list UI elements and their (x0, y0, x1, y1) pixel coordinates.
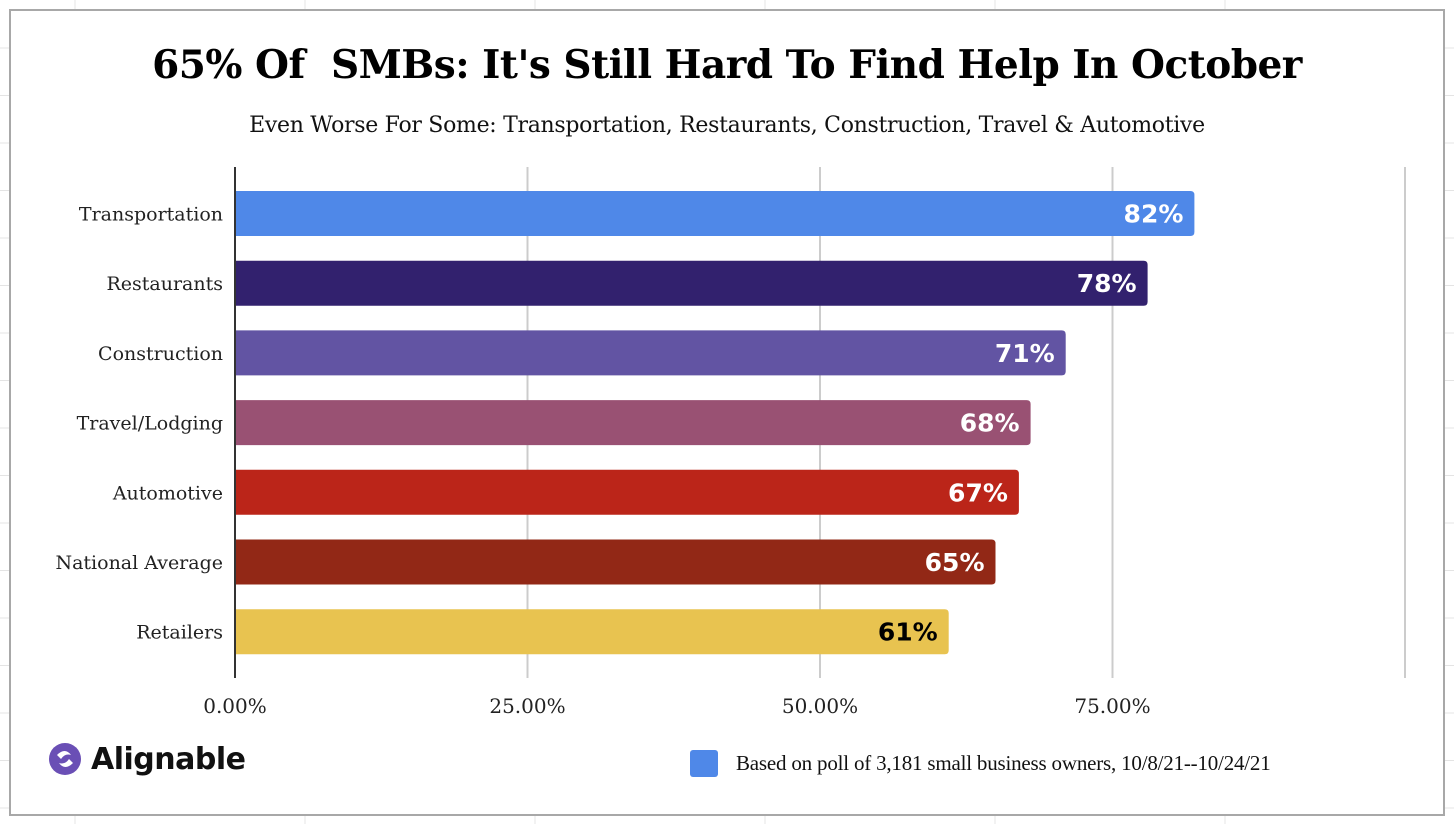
category-label: Travel/Lodging (77, 413, 223, 435)
category-label: Construction (98, 343, 223, 365)
category-label: Retailers (136, 622, 223, 644)
bar (235, 191, 1195, 236)
category-label: Transportation (79, 204, 223, 226)
data-label: 61% (878, 618, 938, 647)
legend-swatch (690, 750, 718, 777)
x-tick-label: 50.00% (782, 694, 858, 718)
category-labels: Transportation Restaurants Construction Tra… (55, 204, 223, 644)
data-label: 67% (948, 478, 1008, 507)
bar (235, 469, 1019, 515)
bar (235, 260, 1148, 306)
x-tick-label: 25.00% (489, 694, 565, 718)
category-label: Restaurants (106, 273, 223, 295)
chart-subtitle: Even Worse For Some: Transportation, Res… (249, 113, 1205, 138)
data-label: 71% (995, 339, 1055, 368)
legend: Based on poll of 3,181 small business ow… (690, 750, 1271, 777)
x-tick-label: 0.00% (203, 694, 267, 718)
bars (235, 191, 1195, 655)
legend-label: Based on poll of 3,181 small business ow… (736, 751, 1271, 775)
category-label: Automotive (112, 482, 223, 504)
bar (235, 330, 1066, 376)
data-label: 65% (925, 548, 985, 577)
chart-title: 65% Of SMBs: It's Still Hard To Find Hel… (152, 42, 1302, 88)
category-label: National Average (55, 552, 223, 574)
data-label: 68% (960, 409, 1020, 438)
x-tick-label: 75.00% (1074, 694, 1150, 718)
bar (235, 400, 1031, 446)
alignable-logo: Alignable (47, 735, 246, 783)
alignable-logo-icon (49, 743, 81, 775)
bar (235, 539, 996, 585)
bar (235, 609, 949, 655)
data-label: 82% (1124, 200, 1184, 229)
logo-text: Alignable (91, 741, 246, 777)
data-labels: 82% 78% 71% 68% 67% 65% 61% (878, 200, 1184, 647)
data-label: 78% (1077, 269, 1137, 298)
x-tick-labels: 0.00% 25.00% 50.00% 75.00% (203, 694, 1150, 718)
